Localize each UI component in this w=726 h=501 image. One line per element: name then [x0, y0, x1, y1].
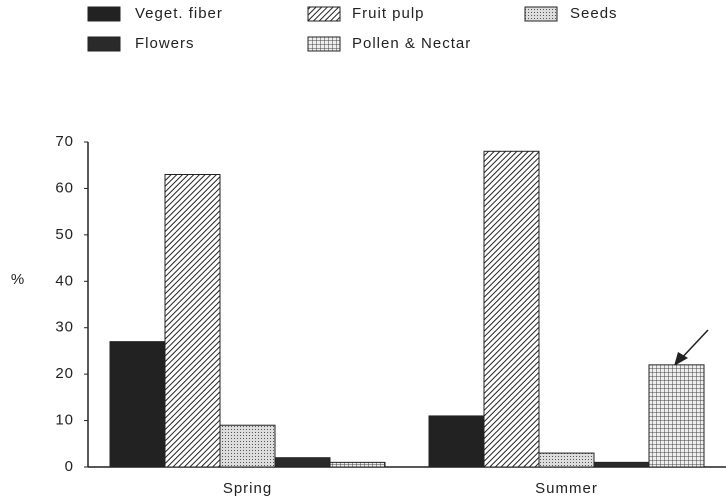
legend-label: Fruit pulp: [352, 5, 425, 22]
legend-label: Veget. fiber: [135, 5, 223, 22]
bar: [428, 415, 485, 468]
bar: [593, 461, 650, 468]
y-tick-label: 20: [55, 365, 74, 382]
legend-label: Seeds: [570, 5, 618, 22]
legend-swatch: [307, 36, 341, 52]
y-tick-label: 60: [55, 179, 74, 196]
y-tick-label: 50: [55, 226, 74, 243]
bar: [109, 341, 166, 468]
bar: [164, 174, 221, 468]
y-tick-label: 40: [55, 272, 74, 289]
bar: [274, 457, 331, 468]
bar: [329, 461, 386, 468]
x-tick-label: Summer: [535, 480, 598, 497]
annotation-arrowhead: [674, 352, 688, 366]
legend-swatch: [307, 6, 341, 22]
legend-swatch: [87, 6, 121, 22]
bar: [538, 452, 595, 468]
legend-swatch: [87, 36, 121, 52]
y-tick-label: 30: [55, 319, 74, 336]
y-tick-label: 0: [65, 458, 74, 475]
x-tick-label: Spring: [223, 480, 272, 497]
legend-label: Flowers: [135, 35, 195, 52]
y-tick-label: 10: [55, 412, 74, 429]
bar: [648, 364, 705, 468]
y-tick-label: 70: [55, 133, 74, 150]
legend-swatch: [524, 6, 558, 22]
bar: [219, 424, 276, 468]
bar: [483, 150, 540, 468]
y-axis-label: %: [11, 271, 25, 288]
legend-label: Pollen & Nectar: [352, 35, 471, 52]
